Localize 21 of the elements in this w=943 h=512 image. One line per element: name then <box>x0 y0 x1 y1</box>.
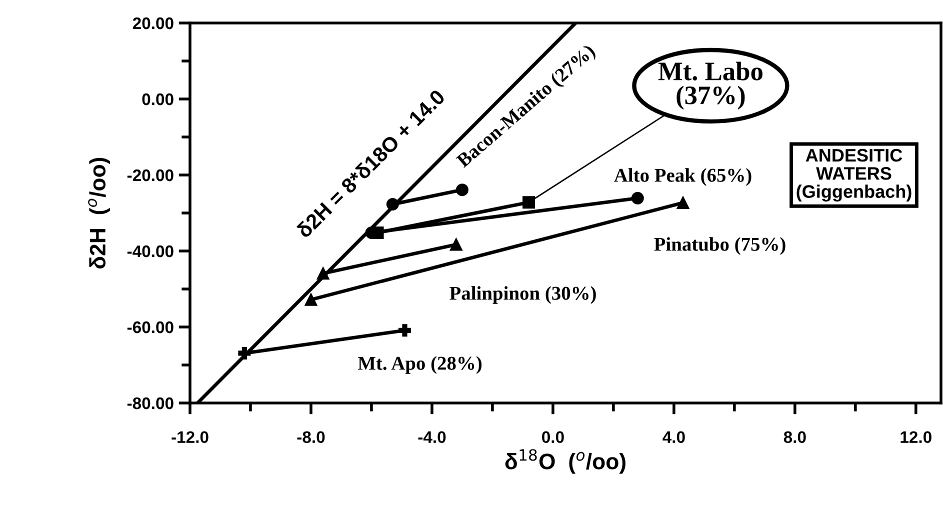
x-tick-label: 4.0 <box>662 431 685 444</box>
x-tick-label: -4.0 <box>418 431 446 444</box>
x-tick-label: -8.0 <box>297 431 325 444</box>
x-tick-label: -12.0 <box>172 431 208 444</box>
annotation: ANDESITIC WATERS (Giggenbach) <box>796 148 912 202</box>
x-axis-title: δ$^{18}$O ($^{o}$/oo) <box>505 449 626 474</box>
x-tick-label: 0.0 <box>542 431 564 444</box>
y-tick-label: -20.00 <box>127 169 174 182</box>
x-tick-label: 8.0 <box>784 431 806 444</box>
y-tick-label: 20.00 <box>132 17 174 30</box>
y-tick-label: -60.00 <box>127 321 174 334</box>
annotation: Palinpinon (30%) <box>450 286 596 304</box>
annotation: Mt. Apo (28%) <box>358 356 482 374</box>
x-tick-label: 12.0 <box>900 431 932 444</box>
y-tick-label: -80.00 <box>127 397 174 410</box>
y-tick-label: -40.00 <box>127 245 174 258</box>
y-axis-title: δ2H ($^{o}$/oo) <box>88 158 110 269</box>
annotation: Pinatubo (75%) <box>654 237 786 255</box>
annotation: Mt. Labo (37%) <box>658 62 762 110</box>
y-tick-label: 0.00 <box>142 93 174 106</box>
annotation: Alto Peak (65%) <box>614 168 752 186</box>
